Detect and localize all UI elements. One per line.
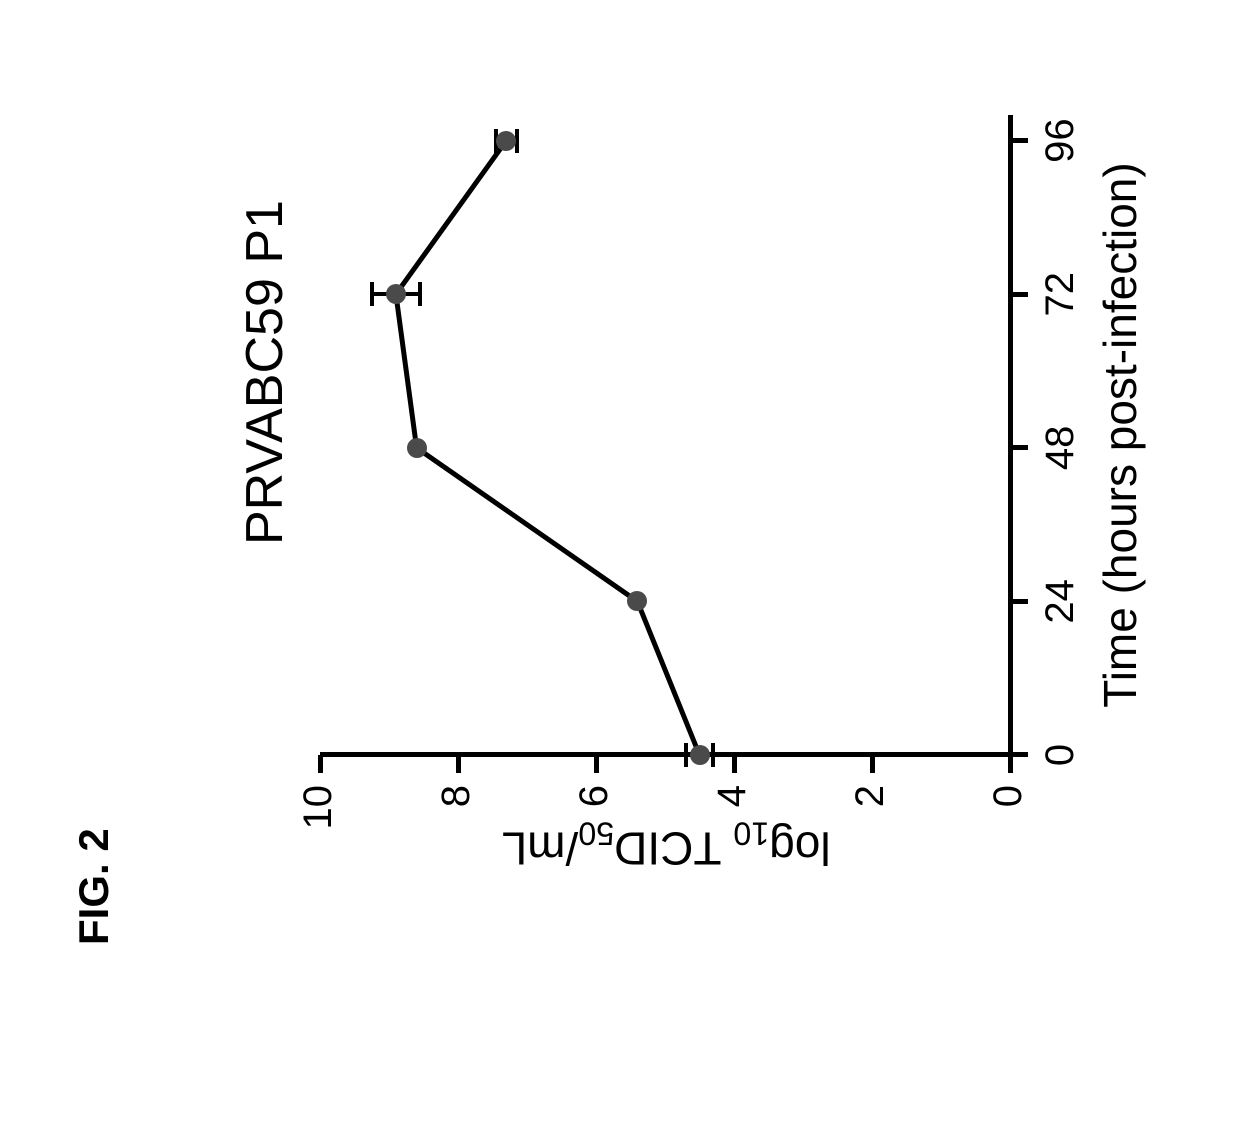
y-tick — [456, 755, 461, 773]
x-tick — [1010, 292, 1028, 297]
data-point — [627, 591, 647, 611]
x-tick — [1010, 599, 1028, 604]
x-tick — [1010, 753, 1028, 758]
y-axis-line — [320, 753, 1010, 758]
x-tick-label: 96 — [1038, 111, 1083, 171]
data-point — [496, 131, 516, 151]
x-tick — [1010, 445, 1028, 450]
data-point — [690, 745, 710, 765]
x-tick-label: 48 — [1038, 418, 1083, 478]
y-tick-label: 8 — [434, 785, 479, 807]
x-tick-label: 0 — [1038, 725, 1083, 785]
y-tick-label: 4 — [710, 785, 755, 807]
data-point — [407, 438, 427, 458]
y-tick — [594, 755, 599, 773]
error-bar-cap — [684, 743, 688, 767]
y-tick-label: 0 — [986, 785, 1031, 807]
error-bar-cap — [711, 743, 715, 767]
x-tick-label: 72 — [1038, 264, 1083, 324]
y-tick — [732, 755, 737, 773]
x-axis-line — [1008, 115, 1013, 755]
y-tick — [1008, 755, 1013, 773]
y-tick — [870, 755, 875, 773]
y-tick-label: 6 — [572, 785, 617, 807]
data-point — [386, 284, 406, 304]
error-bar-cap — [418, 282, 422, 306]
error-bar-cap — [370, 282, 374, 306]
x-tick-label: 24 — [1038, 571, 1083, 631]
y-tick-label: 10 — [296, 785, 341, 830]
x-tick — [1010, 138, 1028, 143]
y-tick — [318, 755, 323, 773]
data-line — [396, 141, 700, 755]
y-tick-label: 2 — [848, 785, 893, 807]
